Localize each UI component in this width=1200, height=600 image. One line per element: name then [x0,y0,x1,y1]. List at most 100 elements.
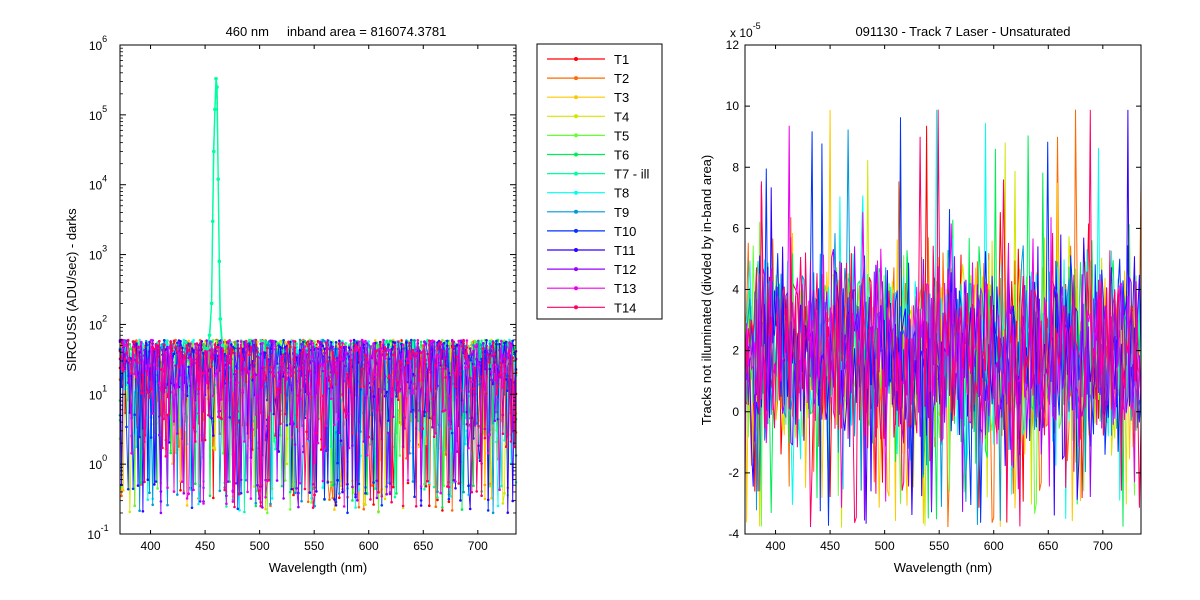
data-point [192,426,195,430]
data-point [180,350,184,354]
data-point [190,360,194,364]
data-point [365,454,369,457]
data-point [352,491,356,494]
data-point [485,344,488,348]
data-point [236,421,240,424]
data-point [293,346,297,350]
data-point [403,372,407,376]
data-point [480,364,483,368]
data-point [357,505,361,509]
legend-marker [574,171,578,176]
data-point [225,505,228,508]
data-point [377,511,380,514]
data-point [351,499,354,502]
data-point [336,347,339,351]
data-point [364,492,367,495]
data-point [513,445,516,449]
peak-point [205,346,210,351]
data-point [495,365,498,368]
data-point [387,431,390,435]
data-point [423,350,426,353]
data-point [225,502,228,506]
data-point [141,373,145,377]
data-point [432,355,436,359]
data-point [338,492,341,495]
data-point [339,439,343,443]
data-point [457,339,461,343]
data-point [166,486,169,490]
data-point [393,344,397,347]
right-ytick-label: 10 [726,99,740,113]
data-point [323,339,326,343]
data-point [321,394,325,398]
data-point [236,339,240,343]
data-point [269,502,272,506]
data-point [231,500,235,503]
data-point [442,484,446,487]
data-point [326,360,330,363]
data-point [467,365,470,368]
data-point [406,481,410,485]
data-point [195,342,199,345]
data-point [488,433,492,436]
data-point [200,438,204,442]
data-point [482,342,485,345]
data-point [321,344,325,348]
data-point [441,410,444,413]
data-point [478,459,482,463]
data-point [423,414,426,418]
data-point [351,485,354,489]
data-point [457,482,461,485]
data-point [480,344,483,347]
data-point [346,412,349,416]
data-point [375,496,379,500]
data-point [228,366,231,369]
data-point [208,494,212,498]
data-point [329,445,333,448]
right-ytick-label: 4 [732,283,739,297]
legend-item: T5 [547,128,629,143]
data-point [478,375,482,378]
data-point [280,358,284,361]
data-point [159,511,163,515]
data-point [387,419,390,422]
legend-label: T1 [614,52,629,67]
data-point [264,385,267,388]
data-point [220,417,223,420]
data-point [473,345,477,348]
data-point [370,356,374,360]
data-point [323,347,326,351]
peak-point [209,301,214,306]
right-ytick-label: 6 [732,221,739,235]
peak-point [213,107,217,112]
data-point [228,398,231,402]
data-point [503,439,506,442]
data-point [462,490,465,494]
left-ytick-label: 101 [89,383,107,402]
legend-label: T9 [614,205,629,220]
data-point [202,342,205,346]
data-point [411,392,415,395]
data-point [429,388,433,391]
data-point [498,488,501,492]
data-point [133,340,136,344]
data-point [246,490,249,494]
data-point [359,454,362,458]
data-point [508,341,511,344]
data-point [144,364,148,368]
data-point [120,485,123,489]
data-point [138,361,141,364]
data-point [184,340,187,344]
data-point [503,357,506,361]
data-point [508,349,511,352]
data-point [305,347,308,350]
data-point [287,372,290,376]
data-point [333,498,336,501]
data-point [197,502,200,506]
data-point [405,357,408,361]
data-point [257,489,261,492]
data-point [156,364,159,368]
data-point [406,380,410,384]
data-point [256,484,259,487]
